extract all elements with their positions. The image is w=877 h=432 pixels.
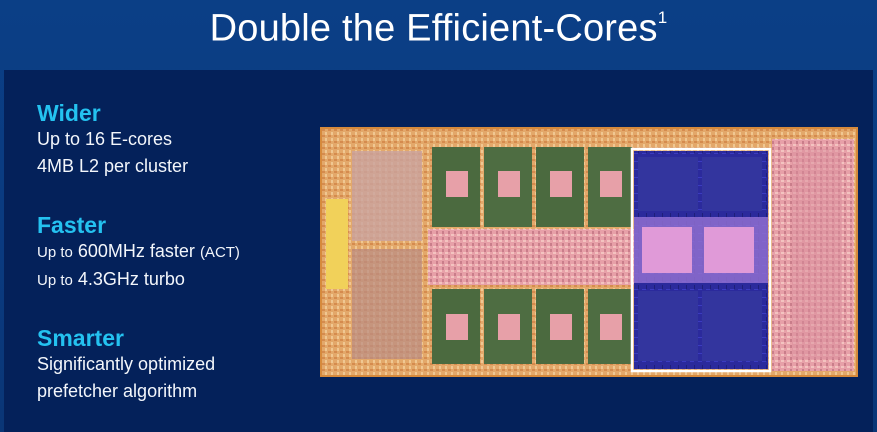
p-cores	[432, 147, 632, 364]
die-block	[792, 149, 842, 359]
die-left-strip	[326, 199, 348, 289]
feature-smarter: Smarter Significantly optimized prefetch…	[37, 325, 215, 405]
line-main: 4.3GHz turbo	[77, 269, 185, 289]
slide-title: Double the Efficient-Cores1	[0, 0, 877, 62]
content-panel: Wider Up to 16 E-cores 4MB L2 per cluste…	[4, 70, 873, 432]
feature-line: Significantly optimized	[37, 354, 216, 374]
cpu-die-photo-icon	[320, 127, 858, 377]
feature-faster: Faster Up to 600MHz faster (ACT) Up to 4…	[37, 212, 240, 294]
die-block	[352, 249, 422, 359]
feature-line: 4MB L2 per cluster	[37, 156, 189, 176]
feature-heading: Smarter	[37, 325, 124, 351]
line-prefix: Up to	[37, 272, 73, 289]
feature-heading: Wider	[37, 100, 101, 126]
feature-line: prefetcher algorithm	[37, 381, 198, 401]
line-main: 600MHz faster	[77, 241, 195, 261]
feature-heading: Faster	[37, 212, 107, 238]
feature-line: Up to 4.3GHz turbo	[37, 266, 240, 294]
feature-wider: Wider Up to 16 E-cores 4MB L2 per cluste…	[37, 100, 188, 180]
feature-line: Up to 16 E-cores	[37, 129, 173, 149]
line-prefix: Up to	[37, 244, 73, 261]
die-svg	[322, 129, 856, 375]
title-footnote: 1	[657, 8, 668, 27]
title-text: Double the Efficient-Cores	[209, 7, 658, 50]
e-core-region	[630, 147, 772, 373]
e-core-highlight	[630, 147, 772, 373]
line-suffix: (ACT)	[199, 244, 240, 261]
die-block	[352, 151, 422, 241]
cache-band	[428, 229, 634, 285]
feature-line: Up to 600MHz faster (ACT)	[37, 238, 240, 266]
